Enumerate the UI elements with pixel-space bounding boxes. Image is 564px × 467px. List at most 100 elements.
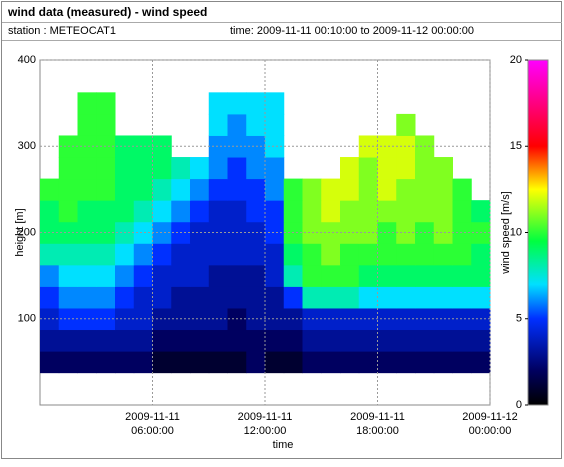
heat-cell — [358, 351, 378, 374]
heat-cell — [396, 264, 416, 287]
heat-cell — [265, 286, 285, 309]
heat-cell — [321, 221, 341, 244]
heat-cell — [208, 329, 228, 352]
heat-cell — [227, 178, 247, 201]
heat-cell — [96, 178, 116, 201]
colorbar — [527, 59, 549, 406]
heat-cell — [40, 243, 60, 266]
heat-cell — [433, 351, 453, 374]
heat-cell — [302, 264, 322, 287]
heat-cell — [208, 157, 228, 180]
heat-cell — [246, 264, 266, 287]
heat-cell — [227, 200, 247, 223]
heat-cell — [227, 329, 247, 352]
heat-cell — [358, 264, 378, 287]
heat-cell — [58, 157, 78, 180]
heat-cell — [190, 329, 210, 352]
heat-cell — [58, 178, 78, 201]
heat-cell — [152, 178, 172, 201]
heat-cell — [133, 221, 153, 244]
heat-cell — [246, 157, 266, 180]
x-tick-label: 00:00:00 — [469, 425, 512, 437]
x-tick-label: 2009-11-11 — [238, 411, 293, 423]
heat-cell — [246, 178, 266, 201]
heat-cell — [471, 264, 491, 287]
heat-cell — [321, 351, 341, 374]
x-tick-label: 12:00:00 — [244, 425, 287, 437]
heat-cell — [340, 264, 360, 287]
heat-cell — [246, 113, 266, 136]
heat-cell — [415, 200, 435, 223]
heat-cell — [77, 351, 97, 374]
heat-cell — [452, 351, 472, 374]
heat-cell — [133, 307, 153, 331]
heat-cell — [152, 157, 172, 180]
heat-cell — [208, 178, 228, 201]
heat-cell — [171, 351, 191, 374]
heat-cell — [115, 200, 135, 223]
heat-cell — [246, 200, 266, 223]
heat-cell — [171, 157, 191, 180]
heat-cell — [208, 286, 228, 309]
heat-cell — [433, 200, 453, 223]
heat-cell — [265, 351, 285, 374]
heat-cell — [96, 243, 116, 266]
heat-cell — [152, 264, 172, 287]
heat-cell — [452, 286, 472, 309]
heat-cell — [302, 286, 322, 309]
heat-cell — [396, 286, 416, 309]
y-tick-label: 200 — [18, 226, 36, 238]
heat-cell — [152, 243, 172, 266]
heat-cell — [340, 200, 360, 223]
heat-cell — [265, 200, 285, 223]
heat-cell — [40, 351, 60, 374]
heat-cell — [58, 351, 78, 374]
heat-cell — [321, 178, 341, 201]
heat-cell — [302, 351, 322, 374]
heat-cell — [246, 329, 266, 352]
heat-cell — [358, 329, 378, 352]
y-tick-label: 400 — [18, 54, 36, 66]
heat-cell — [77, 178, 97, 201]
heat-cell — [471, 243, 491, 266]
heat-cell — [190, 178, 210, 201]
heat-cell — [283, 178, 303, 201]
heat-cell — [77, 92, 97, 115]
heat-cell — [208, 264, 228, 287]
colorbar-tick-label: 5 — [516, 313, 522, 325]
heat-cell — [115, 243, 135, 266]
heat-cell — [77, 221, 97, 244]
heat-cell — [321, 329, 341, 352]
heat-cell — [471, 329, 491, 352]
heat-cell — [115, 178, 135, 201]
heat-cell — [377, 178, 397, 201]
heat-cell — [471, 286, 491, 309]
heat-cell — [377, 351, 397, 374]
heat-cell — [321, 243, 341, 266]
heat-cell — [452, 243, 472, 266]
heat-cell — [77, 243, 97, 266]
heat-cell — [377, 221, 397, 244]
heat-cell — [171, 200, 191, 223]
heat-cell — [227, 92, 247, 115]
heat-cell — [133, 178, 153, 201]
heat-cell — [340, 351, 360, 374]
heat-cell — [415, 286, 435, 309]
heat-cell — [415, 329, 435, 352]
heat-cell — [96, 113, 116, 136]
heat-cell — [190, 243, 210, 266]
heat-cell — [283, 264, 303, 287]
station: station : METEOCAT1 — [8, 25, 116, 37]
heat-cell — [190, 307, 210, 331]
heat-cell — [377, 329, 397, 352]
heat-cell — [321, 200, 341, 223]
heat-cell — [40, 264, 60, 287]
heat-cell — [227, 113, 247, 136]
heat-cell — [133, 264, 153, 287]
heat-cell — [358, 157, 378, 180]
heat-cell — [152, 307, 172, 331]
heat-cell — [58, 329, 78, 352]
heat-cell — [96, 286, 116, 309]
x-tick-label: 2009-11-11 — [350, 411, 405, 423]
heat-cell — [77, 200, 97, 223]
